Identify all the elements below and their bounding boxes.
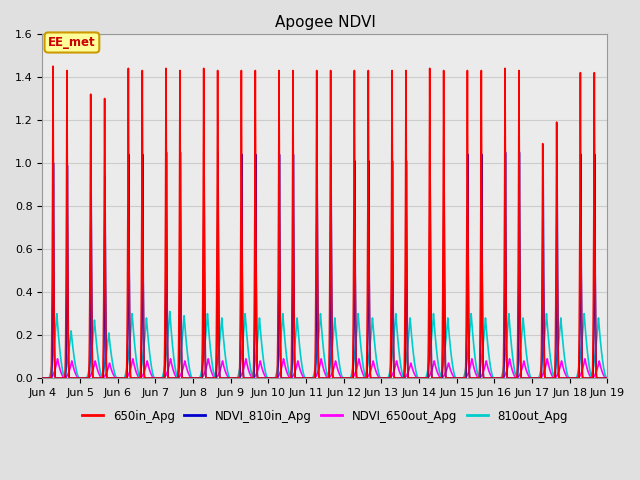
NDVI_810in_Apg [604, 375, 611, 381]
NDVI_650out_Apg [483, 362, 491, 368]
NDVI_810in_Apg [250, 372, 258, 377]
810out_Apg [166, 309, 173, 314]
Text: EE_met: EE_met [48, 36, 96, 49]
NDVI_810in_Apg [38, 375, 46, 381]
810out_Apg [483, 336, 491, 342]
810out_Apg [602, 373, 609, 379]
NDVI_650out_Apg [250, 375, 258, 381]
NDVI_650out_Apg [159, 375, 167, 381]
NDVI_650out_Apg [604, 375, 611, 381]
NDVI_810in_Apg [602, 375, 609, 381]
NDVI_810in_Apg [163, 149, 170, 155]
NDVI_650out_Apg [602, 375, 609, 381]
810out_Apg [250, 366, 258, 372]
NDVI_810in_Apg [159, 375, 167, 381]
810out_Apg [604, 375, 611, 381]
NDVI_650out_Apg [38, 375, 46, 381]
NDVI_810in_Apg [154, 375, 161, 381]
810out_Apg [154, 375, 161, 381]
Title: Apogee NDVI: Apogee NDVI [275, 15, 376, 30]
650in_Apg [602, 375, 609, 381]
650in_Apg [159, 375, 167, 381]
NDVI_650out_Apg [154, 375, 161, 381]
Line: 810out_Apg: 810out_Apg [42, 312, 607, 378]
650in_Apg [604, 375, 611, 381]
Legend: 650in_Apg, NDVI_810in_Apg, NDVI_650out_Apg, 810out_Apg: 650in_Apg, NDVI_810in_Apg, NDVI_650out_A… [77, 405, 573, 427]
810out_Apg [403, 349, 411, 355]
810out_Apg [159, 371, 167, 377]
650in_Apg [250, 337, 258, 343]
650in_Apg [403, 312, 411, 317]
Line: NDVI_650out_Apg: NDVI_650out_Apg [42, 359, 607, 378]
650in_Apg [49, 63, 57, 69]
Line: NDVI_810in_Apg: NDVI_810in_Apg [42, 152, 607, 378]
650in_Apg [483, 375, 491, 381]
NDVI_810in_Apg [483, 375, 491, 381]
Line: 650in_Apg: 650in_Apg [42, 66, 607, 378]
650in_Apg [38, 375, 46, 381]
NDVI_650out_Apg [403, 372, 411, 377]
650in_Apg [154, 375, 161, 381]
810out_Apg [38, 375, 46, 381]
NDVI_810in_Apg [403, 295, 411, 300]
NDVI_650out_Apg [54, 356, 61, 362]
